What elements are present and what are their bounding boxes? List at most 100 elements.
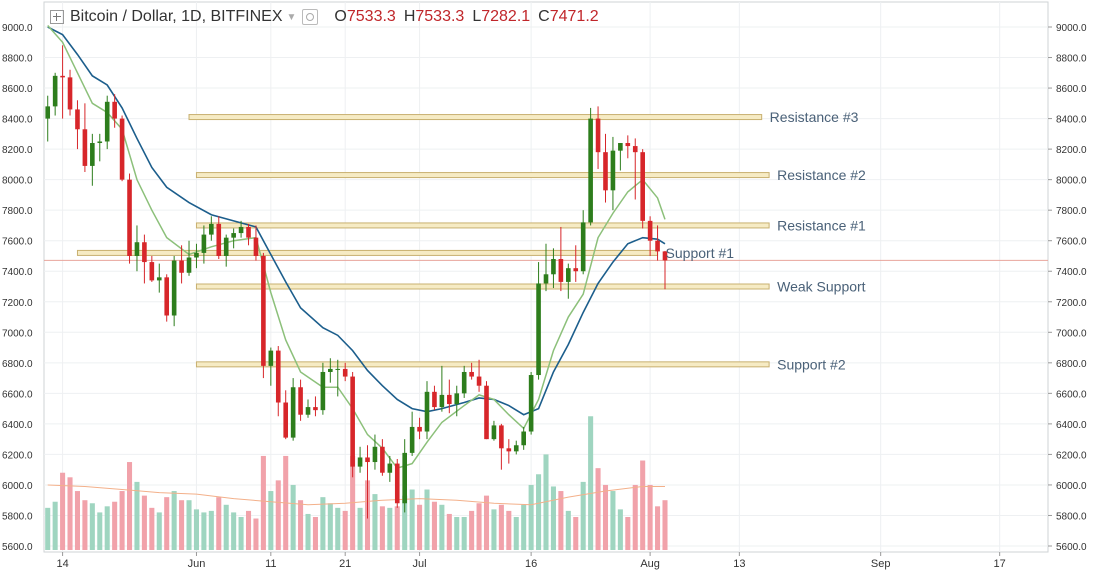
candle-body[interactable] [469, 371, 474, 377]
candle-body[interactable] [52, 75, 58, 107]
candle-body[interactable] [238, 226, 244, 234]
candle-body[interactable] [335, 368, 341, 370]
candle-body[interactable] [566, 268, 571, 282]
candle-body[interactable] [201, 234, 207, 253]
candle-body[interactable] [320, 371, 326, 411]
candle-body[interactable] [261, 255, 266, 366]
candle-body[interactable] [216, 223, 222, 256]
level-band-5[interactable] [195, 283, 770, 290]
candle-body[interactable] [647, 220, 653, 241]
add-symbol-icon[interactable] [50, 10, 64, 24]
candle-body[interactable] [90, 143, 95, 166]
candle-body[interactable] [372, 446, 378, 463]
level-band-6[interactable] [195, 361, 770, 368]
candle-body[interactable] [290, 387, 296, 438]
candle-body[interactable] [573, 268, 579, 272]
candle-body[interactable] [461, 371, 467, 394]
candle-body[interactable] [536, 283, 541, 376]
candle-body[interactable] [513, 445, 519, 452]
volume-bar [640, 460, 646, 550]
candle-body[interactable] [268, 350, 274, 366]
candle-body[interactable] [253, 237, 259, 256]
symbol-label[interactable]: Bitcoin / Dollar, 1D, BITFINEX [70, 8, 283, 25]
candle-body[interactable] [640, 152, 645, 221]
candle-body[interactable] [484, 385, 489, 440]
x-tick-label: 13 [733, 558, 745, 570]
volume-bar [439, 504, 445, 550]
candle-body[interactable] [580, 222, 586, 272]
candle-body[interactable] [149, 262, 155, 281]
candle-body[interactable] [275, 350, 281, 403]
candle-body[interactable] [104, 101, 110, 142]
candle-body[interactable] [209, 223, 214, 235]
candle-body[interactable] [119, 118, 125, 180]
candle-body[interactable] [60, 75, 65, 78]
candle-body[interactable] [127, 179, 132, 256]
candle-body[interactable] [476, 376, 482, 386]
candle-body[interactable] [424, 391, 430, 432]
settings-icon[interactable] [302, 9, 319, 25]
dropdown-caret-icon[interactable]: ▼ [286, 11, 297, 23]
candle-body[interactable] [67, 77, 73, 110]
candle-body[interactable] [134, 242, 140, 256]
candle-body[interactable] [97, 141, 103, 144]
candle-body[interactable] [491, 425, 497, 440]
candle-body[interactable] [618, 143, 623, 151]
candle-body[interactable] [506, 448, 512, 452]
candle-body[interactable] [394, 463, 400, 504]
level-band-3[interactable] [195, 222, 770, 229]
candle-body[interactable] [156, 277, 162, 281]
candle-body[interactable] [387, 463, 393, 473]
candle-body[interactable] [632, 146, 638, 153]
candle-body[interactable] [551, 259, 556, 275]
candle-body[interactable] [194, 252, 199, 258]
candle-body[interactable] [357, 457, 363, 467]
candle-body[interactable] [447, 394, 452, 405]
candle-body[interactable] [171, 260, 177, 316]
candle-body[interactable] [223, 237, 229, 256]
candle-body[interactable] [365, 457, 370, 463]
candle-body[interactable] [662, 251, 668, 261]
candle-body[interactable] [454, 393, 460, 405]
candle-body[interactable] [655, 240, 660, 252]
candle-body[interactable] [350, 376, 355, 467]
candle-body[interactable] [112, 101, 117, 119]
candle-body[interactable] [179, 260, 184, 273]
candle-body[interactable] [543, 274, 549, 284]
candle-body[interactable] [439, 394, 445, 408]
candle-body[interactable] [417, 426, 422, 432]
candle-body[interactable] [380, 446, 385, 473]
candle-body[interactable] [409, 426, 415, 453]
candle-body[interactable] [603, 152, 608, 191]
candle-body[interactable] [75, 109, 80, 130]
candle-body[interactable] [298, 387, 303, 415]
candle-body[interactable] [610, 150, 616, 191]
level-band-4[interactable] [76, 249, 659, 256]
candle-body[interactable] [342, 368, 348, 377]
candle-body[interactable] [595, 118, 601, 153]
candle-body[interactable] [402, 452, 408, 504]
candle-body[interactable] [45, 106, 51, 119]
candle-body[interactable] [231, 233, 236, 238]
candle-body[interactable] [328, 368, 333, 372]
candle-body[interactable] [164, 277, 170, 316]
candle-body[interactable] [142, 242, 147, 263]
candle-body[interactable] [558, 259, 564, 282]
candle-body[interactable] [313, 407, 318, 411]
y-tick-label-left: 7600.0 [2, 237, 33, 248]
level-band-2[interactable] [195, 172, 770, 179]
y-tick-label-left: 6800.0 [2, 359, 33, 370]
candle-body[interactable] [283, 402, 289, 438]
candle-body[interactable] [588, 118, 593, 223]
candle-body[interactable] [625, 143, 631, 147]
candle-body[interactable] [432, 391, 437, 408]
candle-body[interactable] [186, 257, 192, 273]
level-band-1[interactable] [188, 114, 763, 121]
candle-body[interactable] [521, 431, 526, 446]
candle-body[interactable] [82, 129, 88, 166]
candle-body[interactable] [499, 425, 504, 449]
candle-body[interactable] [246, 226, 251, 238]
candle-body[interactable] [305, 407, 311, 415]
candle-body[interactable] [528, 375, 534, 432]
